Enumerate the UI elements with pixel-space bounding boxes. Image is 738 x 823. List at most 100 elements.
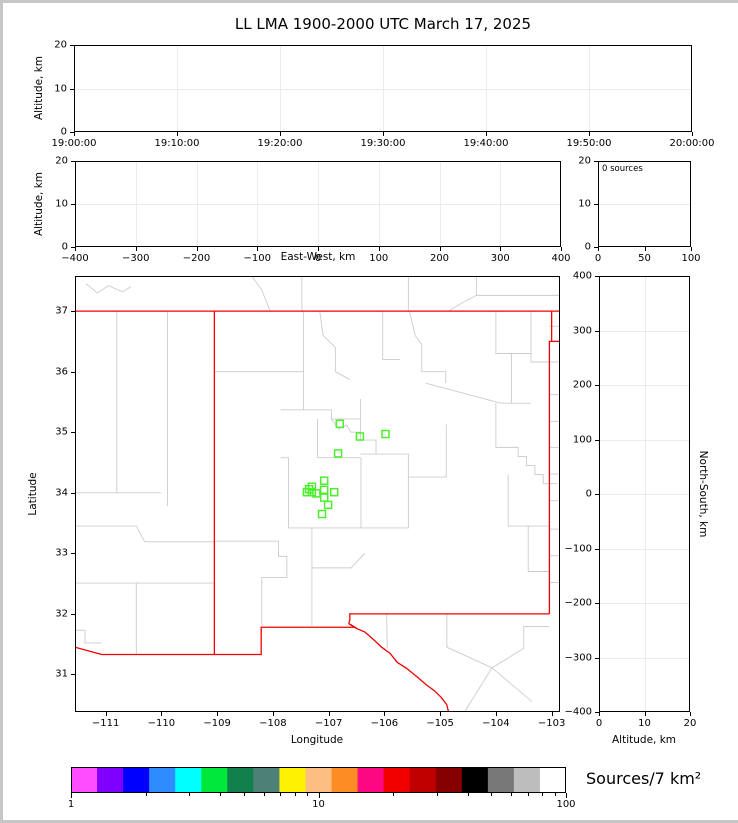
y-tick-label: 31 xyxy=(55,668,68,680)
panel-frame-ns-alt xyxy=(599,276,690,712)
x-tick-label: 200 xyxy=(429,253,450,264)
x-tick-label: −400 xyxy=(61,253,89,264)
x-tick-label: 10 xyxy=(638,718,651,729)
panel-frame-alt-hist xyxy=(598,161,691,247)
station-marker xyxy=(319,493,329,502)
time-panel-ylabel: Altitude, km xyxy=(33,55,45,121)
county-border-line xyxy=(507,474,550,527)
county-border-line xyxy=(359,398,377,455)
county-border-line xyxy=(75,525,215,543)
y-tick-label: 34 xyxy=(55,487,68,499)
county-border-line xyxy=(386,613,388,649)
panel-frame-ew-height xyxy=(75,161,561,247)
county-border-line xyxy=(360,453,447,478)
x-tick-label: 19:20:00 xyxy=(257,138,303,149)
colorbar-segment xyxy=(123,767,150,793)
county-border-line xyxy=(360,457,409,529)
y-tick-label: 35 xyxy=(55,426,68,438)
y-tick-label: 400 xyxy=(572,270,592,282)
x-tick-label: 19:40:00 xyxy=(463,138,509,149)
colorbar-segment xyxy=(461,767,489,793)
county-border-line xyxy=(495,311,532,354)
station-marker xyxy=(381,429,390,439)
colorbar-segment xyxy=(539,767,567,793)
county-border-line xyxy=(491,667,533,703)
x-tick-label: 19:10:00 xyxy=(154,138,200,149)
panel-frame-time-height xyxy=(74,45,692,132)
station-marker xyxy=(355,432,365,441)
county-border-line xyxy=(319,311,351,380)
ns-panel-xlabel: Altitude, km xyxy=(611,734,677,746)
county-border-line xyxy=(214,540,288,627)
map-layers xyxy=(75,276,560,712)
panel-frame-map xyxy=(75,276,560,712)
x-tick-label: 0 xyxy=(594,253,602,264)
colorbar-segment xyxy=(331,767,359,793)
ew-panel-xlabel: East-West, km xyxy=(280,251,356,263)
x-tick-label: 400 xyxy=(551,253,571,264)
x-tick-label: −200 xyxy=(182,253,211,264)
colorbar-tick-label: 1 xyxy=(67,799,75,810)
y-tick-label: 200 xyxy=(572,379,592,391)
y-tick-label: −400 xyxy=(564,706,592,718)
station-marker xyxy=(335,419,345,429)
colorbar-segment xyxy=(409,767,437,793)
county-border-line xyxy=(464,667,493,712)
y-tick-label: 300 xyxy=(572,325,592,336)
y-tick-label: 37 xyxy=(55,305,68,317)
x-tick-label: −106 xyxy=(370,718,399,729)
county-border-line xyxy=(75,629,102,644)
ns-panel-ylabel: North-South, km xyxy=(697,450,709,538)
county-border-line xyxy=(446,613,493,669)
source-count-annotation: 0 sources xyxy=(602,164,643,174)
x-tick-label: −103 xyxy=(537,718,566,729)
colorbar-segment xyxy=(383,767,411,793)
y-tick-label: 10 xyxy=(55,198,68,210)
county-border-line xyxy=(491,626,550,669)
x-tick-label: 300 xyxy=(490,253,510,264)
x-tick-label: 19:30:00 xyxy=(360,138,406,149)
x-tick-label: −109 xyxy=(203,718,231,729)
y-tick-label: −100 xyxy=(564,543,592,554)
x-tick-label: −107 xyxy=(314,718,343,729)
county-border-line xyxy=(495,403,510,448)
x-tick-label: 0 xyxy=(314,253,322,264)
colorbar-label: Sources/7 km² xyxy=(586,769,702,788)
colorbar-segment xyxy=(305,767,333,793)
station-marker xyxy=(323,500,333,510)
colorbar-segment xyxy=(201,767,228,793)
colorbar-frame xyxy=(71,767,566,793)
colorbar-segment xyxy=(175,767,202,793)
x-tick-label: 0 xyxy=(595,718,603,729)
county-border-line xyxy=(425,382,532,404)
y-tick-label: 20 xyxy=(55,155,68,167)
station-marker xyxy=(319,485,329,495)
map-ylabel: Latitude xyxy=(27,472,39,516)
x-tick-label: −110 xyxy=(147,718,176,729)
x-tick-label: 100 xyxy=(369,253,389,264)
y-tick-label: 32 xyxy=(55,608,68,620)
state-border-line xyxy=(548,311,553,614)
x-tick-label: 100 xyxy=(681,253,701,264)
colorbar-tick-label: 100 xyxy=(556,799,576,810)
ew-panel-ylabel: Altitude, km xyxy=(33,171,45,237)
station-marker xyxy=(333,449,343,458)
colorbar-tick-label: 10 xyxy=(312,799,325,810)
station-marker xyxy=(317,509,327,519)
county-border-line xyxy=(317,418,361,459)
y-tick-label: 0 xyxy=(60,126,67,138)
y-tick-label: 36 xyxy=(55,366,68,378)
county-border-line xyxy=(280,409,361,420)
county-border-line xyxy=(382,311,401,361)
y-tick-label: 0 xyxy=(61,241,68,253)
y-tick-label: 0 xyxy=(584,241,591,253)
county-border-line xyxy=(311,553,366,569)
x-tick-label: 50 xyxy=(638,253,651,264)
x-tick-label: −104 xyxy=(482,718,510,729)
state-border-line xyxy=(348,623,450,712)
county-border-line xyxy=(280,457,289,528)
colorbar-segment xyxy=(253,767,281,793)
y-tick-label: −300 xyxy=(564,652,592,663)
colorbar-segment xyxy=(71,767,98,793)
colorbar-segment xyxy=(435,767,463,793)
